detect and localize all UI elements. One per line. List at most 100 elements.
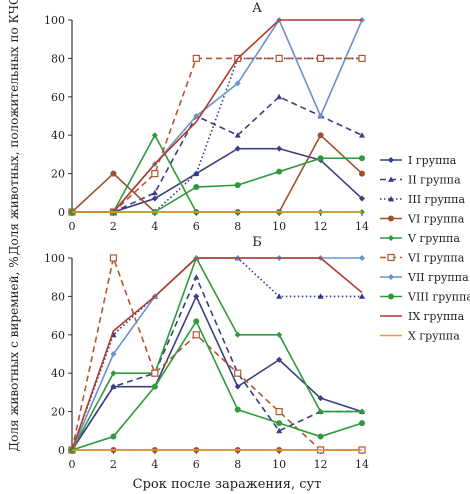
data-point <box>234 406 241 413</box>
data-point <box>234 182 241 189</box>
data-point <box>276 427 283 434</box>
data-point <box>275 408 283 416</box>
data-point <box>234 145 241 152</box>
x-tick-label: 8 <box>234 220 241 233</box>
data-point <box>234 383 241 390</box>
legend-marker <box>388 157 394 163</box>
series-4 <box>69 132 365 215</box>
data-point <box>110 170 117 177</box>
x-axis-label: Срок после заражения, сут <box>133 477 322 492</box>
chart-panel-b: Б 0 20 40 60 80 100 0 2 4 6 8 10 12 14 Доля животных с … <box>7 235 369 492</box>
legend-label: V группа <box>407 232 460 245</box>
y-tick-label: 80 <box>51 52 65 65</box>
data-point <box>151 369 159 377</box>
data-point <box>276 168 283 175</box>
x-tick-label: 4 <box>151 458 158 471</box>
series-8 <box>69 155 365 215</box>
y-tick-label: 100 <box>44 14 65 27</box>
data-point <box>317 155 324 162</box>
data-point <box>276 293 283 299</box>
series-line <box>72 57 362 213</box>
legend-label: IX группа <box>408 310 465 323</box>
data-point <box>276 331 283 338</box>
legend-marker <box>388 274 394 280</box>
data-point <box>234 132 241 138</box>
data-point <box>275 54 283 63</box>
data-point <box>110 433 117 440</box>
series-9 <box>72 19 362 213</box>
y-tick-label: 40 <box>51 367 65 380</box>
x-tick-label: 0 <box>69 458 76 471</box>
legend-label: I группа <box>408 154 457 167</box>
data-point <box>193 274 200 280</box>
data-point <box>234 369 242 377</box>
x-tick-label: 14 <box>355 458 369 471</box>
data-point <box>276 420 283 427</box>
legend-marker <box>388 196 394 202</box>
legend-marker <box>388 176 394 182</box>
series-line <box>71 320 363 451</box>
y-axis-label: Доля животных с виремией, % <box>7 256 21 451</box>
data-point <box>317 293 324 299</box>
data-point <box>109 254 118 262</box>
y-tick-label: 20 <box>51 406 65 419</box>
x-tick-label: 10 <box>272 458 286 471</box>
data-point <box>193 293 200 300</box>
y-tick-label: 0 <box>58 444 65 457</box>
data-point <box>151 383 158 390</box>
x-tick-label: 2 <box>110 220 117 233</box>
y-tick-label: 40 <box>51 129 65 142</box>
series-line <box>71 276 362 451</box>
x-tick-label: 6 <box>193 458 200 471</box>
x-tick-label: 0 <box>69 220 76 233</box>
y-tick-label: 60 <box>51 329 65 342</box>
series-2 <box>69 274 365 453</box>
data-point <box>193 113 200 119</box>
data-point <box>234 331 241 338</box>
series-line <box>72 147 363 213</box>
data-point <box>359 293 365 299</box>
data-point <box>193 318 200 325</box>
data-point <box>316 54 325 63</box>
data-point <box>110 370 117 377</box>
data-point <box>359 255 365 261</box>
legend-label: VII группа <box>407 271 469 284</box>
data-point <box>151 132 158 139</box>
series-line <box>72 157 362 213</box>
series-line <box>71 257 363 451</box>
x-tick-label: 12 <box>314 220 328 233</box>
legend-label: VI группа <box>407 252 465 265</box>
legend-label: VI группа <box>407 213 465 226</box>
data-point <box>359 132 365 138</box>
data-point <box>234 80 241 87</box>
x-tick-label: 2 <box>110 458 117 471</box>
series-line <box>71 257 362 451</box>
data-point <box>317 395 324 402</box>
y-tick-label: 60 <box>51 91 65 104</box>
data-point <box>359 170 365 177</box>
data-point <box>317 132 324 139</box>
y-axis-label: Доля животных, положительных по КЧС, % <box>7 0 21 255</box>
data-point <box>193 184 200 191</box>
series-line <box>72 96 363 213</box>
series-2 <box>69 93 365 215</box>
panel-label: А <box>252 1 262 16</box>
legend-marker <box>388 235 394 241</box>
data-point <box>193 170 200 176</box>
x-tick-label: 14 <box>355 220 369 233</box>
x-tick-label: 12 <box>314 458 328 471</box>
legend-label: III группа <box>408 193 465 206</box>
series-9 <box>71 257 363 451</box>
data-point <box>192 331 200 339</box>
y-tick-label: 20 <box>51 168 65 181</box>
series-8 <box>69 318 365 453</box>
x-tick-label: 8 <box>234 458 241 471</box>
data-point <box>276 145 283 152</box>
data-point <box>359 420 365 427</box>
data-point <box>276 93 283 100</box>
x-tick-label: 4 <box>151 220 158 233</box>
legend-label: VIII группа <box>407 291 470 304</box>
data-point <box>359 155 365 162</box>
panel-label: Б <box>252 235 262 250</box>
